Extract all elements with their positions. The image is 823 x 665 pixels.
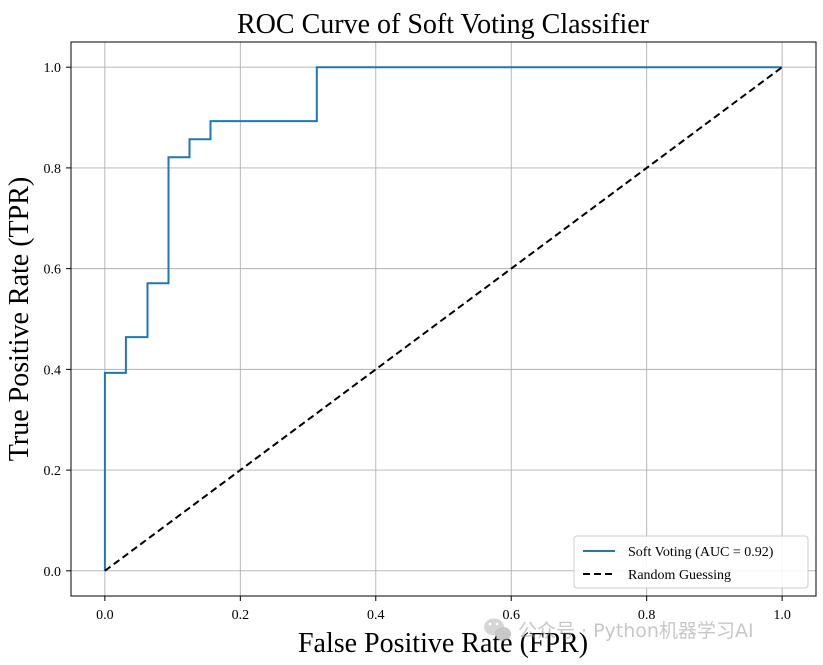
legend-entry-1: Random Guessing <box>628 568 731 583</box>
y-tick-label: 0.0 <box>44 565 62 580</box>
x-tick-label: 0.2 <box>232 608 250 623</box>
watermark-text: 公众号 · Python机器学习AI <box>518 620 754 642</box>
chart-title: ROC Curve of Soft Voting Classifier <box>237 9 650 40</box>
y-tick-label: 0.8 <box>44 162 62 177</box>
legend-entry-0: Soft Voting (AUC = 0.92) <box>628 545 774 560</box>
y-tick-label: 0.6 <box>44 263 62 278</box>
y-tick-label: 0.2 <box>44 464 62 479</box>
plot-frame <box>70 41 817 597</box>
x-tick-label: 0.6 <box>502 608 520 623</box>
watermark: 公众号 · Python机器学习AI <box>484 618 754 642</box>
wechat-icon <box>484 618 511 641</box>
x-tick-label: 0.4 <box>367 608 385 623</box>
y-tick-label: 0.4 <box>44 363 62 378</box>
x-tick-label: 0.8 <box>638 608 656 623</box>
x-tick-label: 1.0 <box>773 608 791 623</box>
series-line-0 <box>103 66 783 571</box>
y-axis-label: True Positive Rate (TPR) <box>4 177 35 461</box>
series-layer <box>103 66 783 572</box>
legend-frame <box>573 535 809 589</box>
y-tick-label: 1.0 <box>44 61 62 76</box>
x-axis-label: False Positive Rate (FPR) <box>298 628 588 659</box>
series-line-1 <box>104 66 783 572</box>
x-tick-label: 0.0 <box>96 608 114 623</box>
ticks: 0.0 0.2 0.4 0.6 0.8 1.0 0.0 0.2 0.4 0.6 0.8 1.0 <box>44 61 791 623</box>
legend: Soft Voting (AUC = 0.92) Random Guessing <box>573 535 809 589</box>
grid-lines <box>71 42 816 596</box>
